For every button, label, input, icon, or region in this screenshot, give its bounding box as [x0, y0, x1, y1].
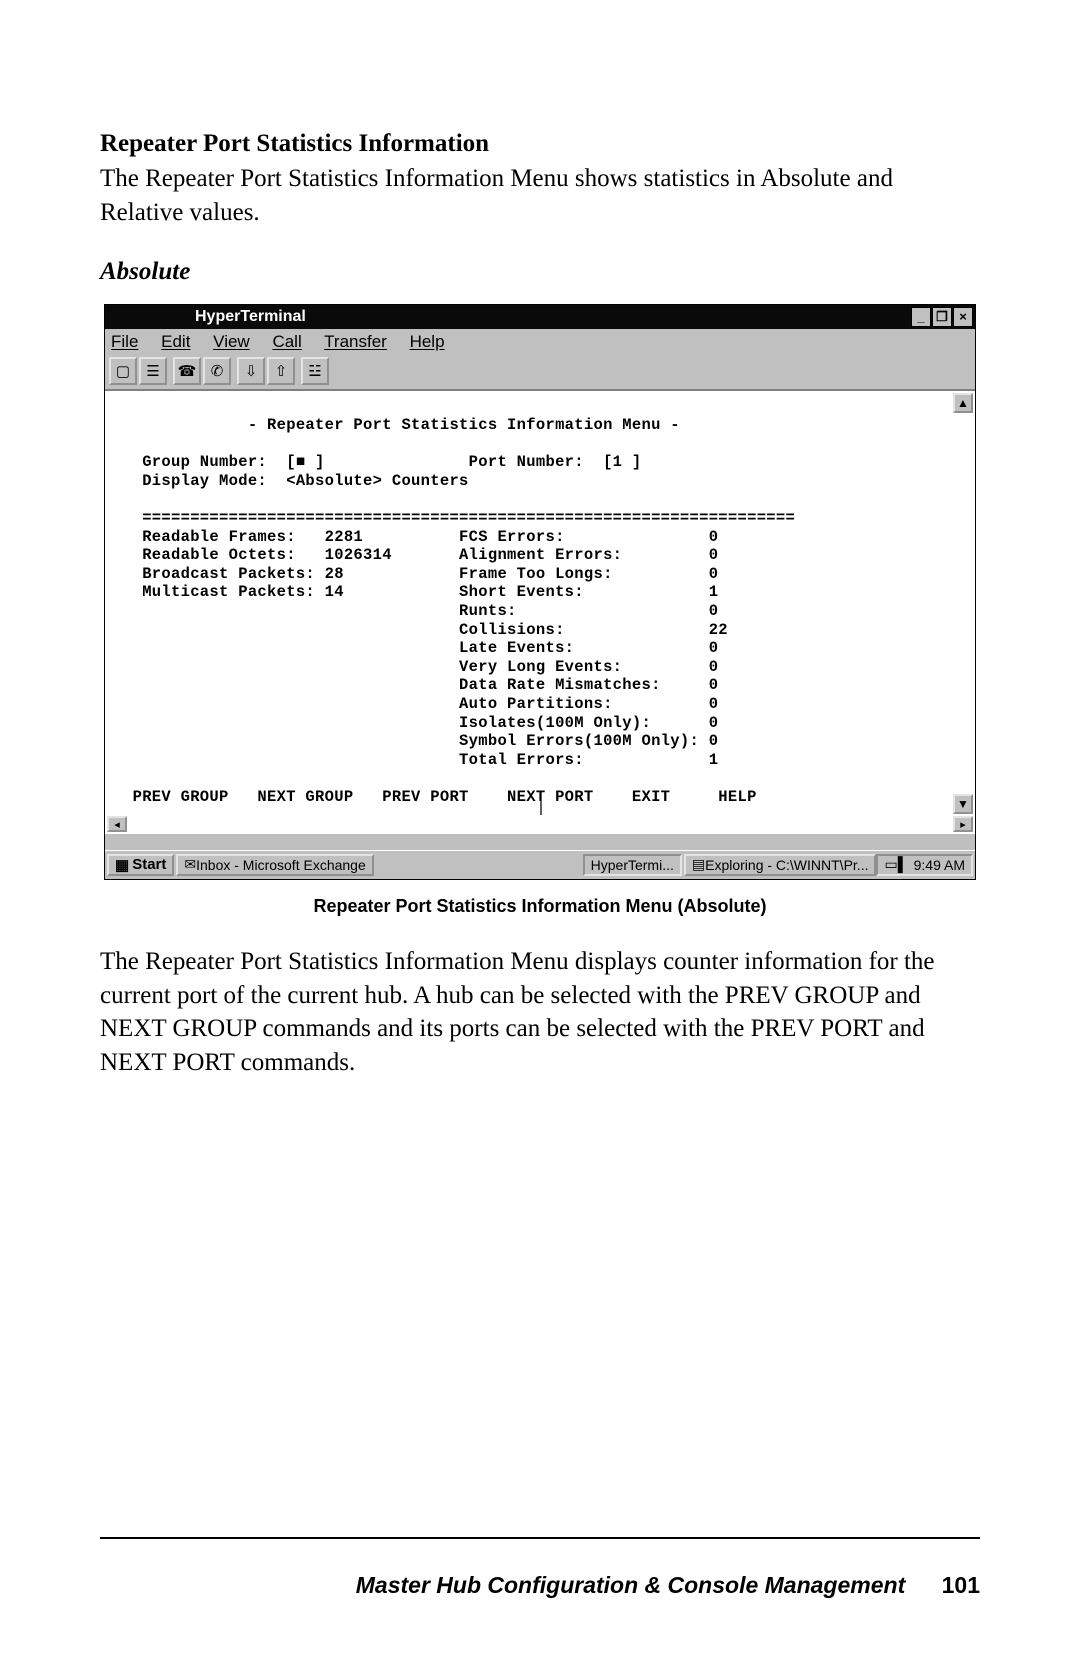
menu-call[interactable]: Call	[272, 332, 301, 351]
page-footer: Master Hub Configuration & Console Manag…	[0, 1572, 980, 1599]
start-button[interactable]: ▦ Start	[107, 854, 174, 876]
section-title: Repeater Port Statistics Information	[100, 130, 980, 158]
footer-rule	[100, 1537, 980, 1539]
page-number: 101	[942, 1572, 980, 1598]
toolbar-properties-icon[interactable]: ☳	[301, 357, 329, 385]
menu-edit[interactable]: Edit	[161, 332, 190, 351]
text-caret	[540, 801, 542, 815]
footer-title: Master Hub Configuration & Console Manag…	[356, 1572, 905, 1598]
toolbar-receive-icon[interactable]: ⇧	[267, 357, 295, 385]
scroll-down-icon[interactable]: ▼	[953, 794, 973, 814]
task-explorer[interactable]: ▤ Exploring - C:\WINNT\Pr...	[684, 854, 877, 876]
screenshot-window: HyperTerminal _ ❐ × File Edit View Call …	[104, 304, 976, 880]
toolbar: ▢ ☰ ☎ ✆ ⇩ ⇧ ☳	[105, 355, 975, 390]
task-inbox-label: Inbox - Microsoft Exchange	[196, 857, 366, 873]
task-explorer-label: Exploring - C:\WINNT\Pr...	[705, 857, 868, 873]
terminal-text: - Repeater Port Statistics Information M…	[105, 406, 975, 834]
tray-icon: ▭▌	[884, 856, 907, 873]
menubar: File Edit View Call Transfer Help	[105, 329, 975, 355]
clock: 9:49 AM	[914, 857, 965, 873]
scroll-up-icon[interactable]: ▲	[953, 393, 973, 413]
menu-view[interactable]: View	[213, 332, 250, 351]
scroll-left-icon[interactable]: ◂	[107, 816, 127, 832]
menu-transfer[interactable]: Transfer	[324, 332, 387, 351]
menu-file[interactable]: File	[111, 332, 138, 351]
close-button[interactable]: ×	[953, 307, 973, 327]
toolbar-send-icon[interactable]: ⇩	[237, 357, 265, 385]
scroll-right-icon[interactable]: ▸	[953, 816, 973, 832]
system-tray: ▭▌ 9:49 AM	[876, 854, 973, 876]
maximize-button[interactable]: ❐	[932, 307, 952, 327]
task-inbox[interactable]: ✉ Inbox - Microsoft Exchange	[176, 854, 373, 876]
titlebar: HyperTerminal _ ❐ ×	[105, 305, 975, 329]
start-icon: ▦	[115, 856, 129, 874]
toolbar-disconnect-icon[interactable]: ✆	[203, 357, 231, 385]
toolbar-open-icon[interactable]: ☰	[139, 357, 167, 385]
mail-icon: ✉	[184, 856, 196, 873]
figure-caption: Repeater Port Statistics Information Men…	[100, 896, 980, 917]
toolbar-connect-icon[interactable]: ☎	[173, 357, 201, 385]
start-label: Start	[132, 856, 166, 873]
terminal-area: ▲ ▼ ◂ ▸ - Repeater Port Statistics Infor…	[105, 390, 975, 835]
description-paragraph: The Repeater Port Statistics Information…	[100, 945, 980, 1080]
task-hyperterminal[interactable]: HyperTermi...	[583, 854, 682, 876]
toolbar-new-icon[interactable]: ▢	[109, 357, 137, 385]
taskbar: ▦ Start ✉ Inbox - Microsoft Exchange Hyp…	[105, 850, 975, 879]
menu-help[interactable]: Help	[410, 332, 445, 351]
window-title: HyperTerminal	[195, 308, 306, 326]
folder-icon: ▤	[692, 856, 705, 873]
absolute-subhead: Absolute	[100, 258, 980, 286]
minimize-button[interactable]: _	[911, 307, 931, 327]
intro-paragraph: The Repeater Port Statistics Information…	[100, 162, 980, 230]
